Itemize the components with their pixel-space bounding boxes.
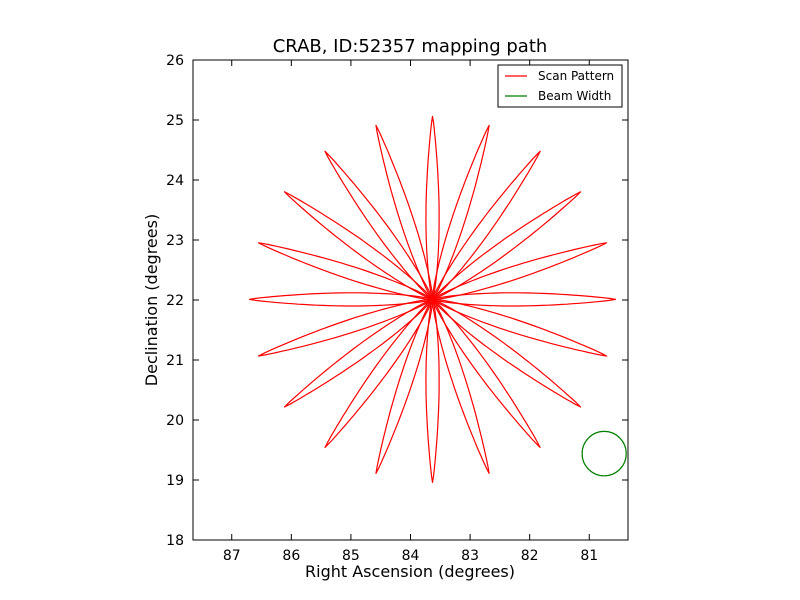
x-tick-label: 87 (223, 548, 241, 564)
beam-width-circle (581, 430, 627, 477)
scan-pattern-petal (431, 242, 608, 300)
legend: Scan Pattern Beam Width (497, 64, 623, 108)
scan-pattern-petal (324, 298, 434, 449)
scan-pattern-petal (431, 298, 541, 449)
scan-pattern-petal (375, 298, 434, 474)
scan-pattern-petal (283, 298, 434, 408)
scan-pattern-petal (324, 150, 434, 300)
x-tick-label: 86 (282, 548, 300, 564)
scan-pattern-petal (375, 124, 434, 300)
x-tick-label: 85 (342, 548, 360, 564)
scan-pattern-petal (431, 150, 541, 300)
chart-title: CRAB, ID:52357 mapping path (273, 36, 548, 57)
x-axis-label: Right Ascension (degrees) (305, 562, 515, 581)
scan-pattern-petal (248, 292, 434, 307)
x-tick-label: 84 (402, 548, 420, 564)
legend-beam-width-label: Beam Width (538, 89, 611, 103)
scan-pattern-petal (431, 124, 490, 300)
scan-pattern-petal (257, 242, 434, 300)
y-tick-label: 21 (166, 353, 184, 369)
beam-width-group (581, 430, 627, 477)
x-ticks: 87 86 85 84 83 82 81 (223, 60, 598, 564)
legend-box (497, 64, 623, 108)
scan-pattern-petal (425, 298, 440, 483)
scan-pattern-petal (431, 298, 608, 357)
y-tick-label: 24 (166, 173, 184, 189)
scan-pattern-group (248, 115, 617, 483)
plot-background (193, 60, 628, 540)
x-tick-label: 81 (580, 548, 598, 564)
scan-pattern-petal (431, 298, 490, 474)
legend-scan-pattern-label: Scan Pattern (538, 69, 614, 83)
y-tick-label: 22 (166, 293, 184, 309)
scan-pattern-petal (431, 191, 582, 300)
y-tick-label: 26 (166, 53, 184, 69)
y-tick-label: 23 (166, 233, 184, 249)
scan-pattern-petal (425, 115, 440, 300)
x-tick-label: 83 (461, 548, 479, 564)
y-tick-label: 20 (166, 413, 184, 429)
x-tick-label: 82 (521, 548, 539, 564)
scan-pattern-petal (257, 298, 434, 357)
y-ticks: 18 19 20 21 22 23 24 25 26 (166, 53, 628, 549)
y-tick-label: 25 (166, 113, 184, 129)
scan-pattern-petal (283, 191, 434, 300)
scan-pattern-petal (431, 298, 582, 408)
y-tick-label: 18 (166, 533, 184, 549)
y-axis-label: Declination (degrees) (142, 214, 161, 386)
scan-pattern-petal (431, 292, 617, 307)
y-tick-label: 19 (166, 473, 184, 489)
